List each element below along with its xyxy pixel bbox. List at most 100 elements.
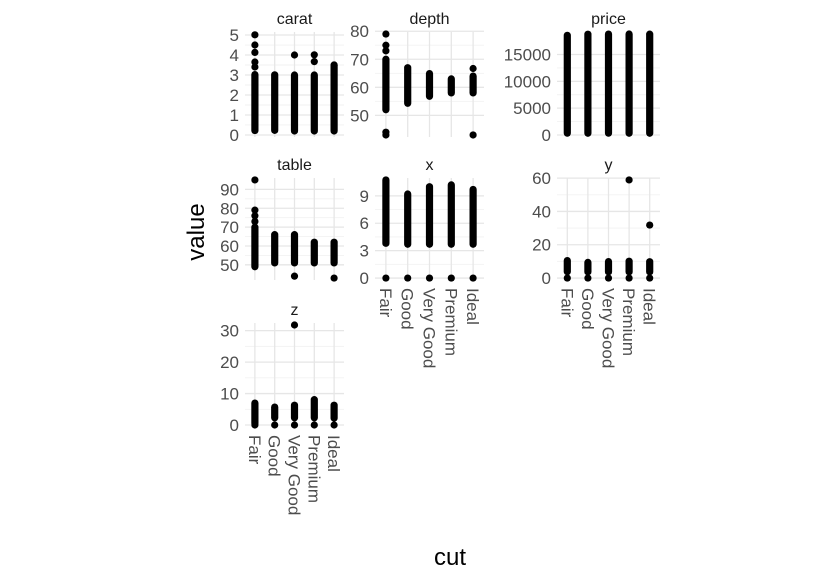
y-tick-label: 0 [542, 126, 551, 145]
point-band-ideal [469, 185, 477, 248]
y-tick-label: 60 [532, 169, 551, 188]
data-point [251, 63, 259, 71]
point-band-fair [563, 256, 571, 276]
point-band-ideal [330, 61, 338, 135]
data-point [469, 274, 477, 282]
point-band-good [271, 403, 279, 422]
data-point [290, 272, 299, 280]
data-point [290, 421, 299, 429]
y-tick-label: 20 [532, 236, 551, 255]
point-band-premium [625, 30, 633, 137]
data-point [290, 51, 299, 59]
y-axis-title: value [183, 203, 210, 260]
y-tick-label: 0 [230, 126, 239, 145]
point-band-ideal [330, 401, 338, 422]
data-point [251, 176, 259, 184]
x-tick-label: Premium [304, 435, 323, 503]
y-tick-label: 40 [532, 202, 551, 221]
facet-price: 0 5000 10000 15000 price [504, 11, 660, 145]
y-tick-label: 90 [220, 180, 239, 199]
x-tick-label: Very Good [599, 288, 618, 368]
data-point [625, 274, 633, 282]
y-tick-label: 15000 [504, 46, 551, 65]
facet-depth: 50 60 70 80 depth [350, 11, 484, 139]
point-band-fair [251, 223, 259, 271]
data-point [382, 41, 390, 49]
data-point [469, 64, 477, 73]
y-tick-label: 10000 [504, 72, 551, 91]
y-tick-label: 10 [220, 385, 239, 404]
point-band-good [404, 64, 412, 107]
point-band-ideal [646, 30, 654, 137]
data-point [382, 274, 390, 282]
x-axis-title: cut [434, 544, 466, 571]
point-band-ideal [469, 72, 477, 97]
x-tick-label: Premium [619, 288, 638, 356]
data-point [310, 58, 318, 66]
data-point [469, 131, 477, 139]
x-tick-label: Very Good [285, 435, 304, 515]
x-tick-label: Fair [376, 288, 395, 318]
point-band-good [404, 190, 412, 248]
y-tick-label: 20 [220, 353, 239, 372]
y-tick-label: 0 [360, 269, 369, 288]
y-tick-label: 70 [350, 50, 369, 69]
data-point [604, 274, 613, 282]
data-point [382, 47, 390, 55]
data-point [447, 274, 455, 282]
data-point [251, 31, 259, 39]
x-tick-label: Very Good [420, 288, 439, 368]
point-band-good [271, 71, 279, 134]
facet-title: table [277, 157, 312, 174]
point-band-very-good [425, 69, 434, 100]
point-band-very-good [290, 231, 299, 267]
data-point [625, 176, 633, 184]
data-point [251, 41, 259, 49]
data-point [290, 321, 299, 329]
y-tick-label: 60 [220, 237, 239, 256]
y-tick-label: 50 [350, 106, 369, 125]
data-point [251, 421, 259, 429]
facet-title: y [605, 157, 613, 174]
data-point [251, 48, 259, 57]
data-point [251, 217, 259, 226]
point-band-ideal [330, 238, 338, 267]
x-tick-label: Fair [245, 435, 264, 465]
facet-title: z [291, 302, 299, 319]
y-tick-label: 3 [230, 66, 239, 85]
point-band-fair [563, 31, 571, 137]
point-band-very-good [290, 71, 299, 135]
y-tick-label: 30 [220, 322, 239, 341]
data-point [330, 61, 338, 69]
y-tick-label: 1 [230, 106, 239, 125]
facet-title: carat [277, 11, 313, 28]
y-tick-label: 50 [220, 256, 239, 275]
point-band-good [584, 258, 592, 276]
data-point [330, 421, 338, 429]
facet-panels: 012345carat50607080depth050001000015000p… [220, 11, 660, 515]
x-tick-label: Ideal [463, 288, 482, 325]
facet-z: 0 10 20 30 z Fair Good Very Good Premium Ideal [220, 302, 344, 515]
y-tick-label: 0 [542, 269, 551, 288]
y-tick-label: 80 [220, 199, 239, 218]
y-tick-label: 80 [350, 22, 369, 41]
x-tick-label: Ideal [640, 288, 659, 325]
point-band-fair [382, 55, 390, 114]
data-point [646, 274, 654, 282]
point-band-very-good [425, 183, 434, 248]
point-band-very-good [604, 30, 613, 137]
x-tick-label: Fair [557, 288, 576, 318]
x-tick-label: Good [265, 435, 284, 477]
x-tick-label: Good [398, 288, 417, 330]
x-tick-label: Premium [441, 288, 460, 356]
data-point [563, 274, 571, 282]
facet-title: depth [409, 11, 449, 28]
x-tick-label: Ideal [324, 435, 343, 472]
y-tick-label: 2 [230, 86, 239, 105]
point-band-fair [251, 399, 259, 428]
point-band-premium [447, 181, 455, 248]
facet-title: price [591, 11, 626, 28]
